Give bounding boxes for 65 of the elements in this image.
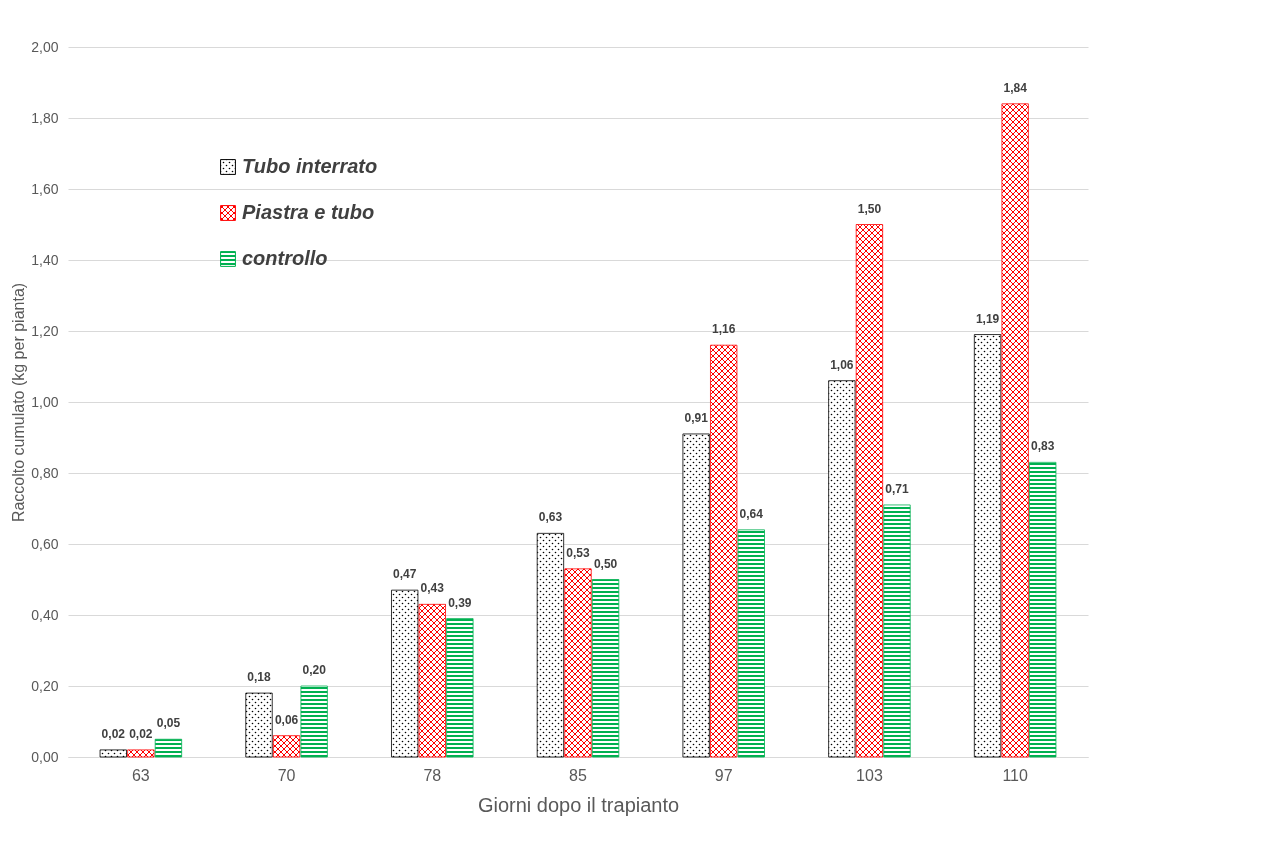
data-label: 0,63 <box>538 510 563 525</box>
x-axis-title: Giorni dopo il trapianto <box>477 793 680 816</box>
y-tick-label: 0,40 <box>31 606 59 623</box>
bar <box>1029 461 1057 758</box>
data-label: 0,02 <box>129 726 153 741</box>
bar <box>855 224 884 758</box>
legend-label: Piastra e tubo <box>242 201 375 223</box>
bar <box>446 618 474 758</box>
legend-label: controllo <box>242 247 328 269</box>
bar <box>737 529 765 758</box>
x-tick-label: 103 <box>856 766 883 784</box>
bar <box>591 579 620 758</box>
x-tick-label: 97 <box>714 766 733 784</box>
bar <box>1001 103 1029 758</box>
legend-label: Tubo interrato <box>242 155 378 177</box>
x-tick-label: 110 <box>1002 766 1028 784</box>
data-label: 1,06 <box>830 357 854 372</box>
bar <box>828 380 856 758</box>
data-label: 0,18 <box>247 670 272 685</box>
y-tick-label: 1,20 <box>31 322 59 339</box>
data-label: 0,20 <box>302 663 327 677</box>
bar <box>127 749 155 758</box>
y-tick-label: 0,60 <box>31 535 59 552</box>
x-tick-label: 85 <box>569 766 587 784</box>
bar <box>99 749 127 758</box>
x-tick-label: 78 <box>423 766 442 784</box>
y-tick-label: 0,20 <box>31 677 59 694</box>
bar <box>564 568 592 758</box>
data-label: 0,06 <box>274 712 299 727</box>
data-label: 0,39 <box>448 595 472 610</box>
bar <box>973 334 1002 758</box>
y-tick-label: 1,60 <box>31 180 59 197</box>
bar <box>883 504 911 758</box>
data-label: 1,16 <box>712 322 736 337</box>
y-tick-label: 1,80 <box>31 109 59 126</box>
bar <box>391 589 419 758</box>
data-label: 0,91 <box>684 410 709 425</box>
y-axis-title: Raccolto cumulato (kg per pianta) <box>10 282 28 523</box>
y-tick-label: 1,40 <box>31 251 59 268</box>
data-label: 0,43 <box>420 581 445 596</box>
data-label: 0,71 <box>885 481 909 496</box>
data-label: 1,19 <box>975 311 1000 326</box>
data-label: 1,84 <box>1003 80 1028 95</box>
bar <box>272 735 301 758</box>
y-tick-label: 1,00 <box>31 393 59 410</box>
data-label: 1,50 <box>857 201 882 216</box>
x-tick-label: 63 <box>131 766 150 784</box>
bar <box>154 738 183 758</box>
bar <box>682 433 710 758</box>
y-tick-label: 0,80 <box>31 464 59 481</box>
x-tick-label: 70 <box>277 766 296 784</box>
data-label: 0,47 <box>393 567 417 582</box>
bar <box>245 692 273 758</box>
bar <box>710 344 738 758</box>
bar <box>418 603 446 758</box>
data-label: 0,05 <box>156 716 181 731</box>
data-label: 0,83 <box>1031 439 1055 454</box>
y-tick-label: 0,00 <box>31 748 59 765</box>
data-label: 0,64 <box>739 506 764 521</box>
data-label: 0,50 <box>593 556 618 571</box>
data-label: 0,53 <box>566 545 590 560</box>
y-tick-label: 2,00 <box>31 38 59 55</box>
bar <box>536 532 565 758</box>
bar <box>300 685 328 758</box>
data-label: 0,02 <box>101 726 126 741</box>
